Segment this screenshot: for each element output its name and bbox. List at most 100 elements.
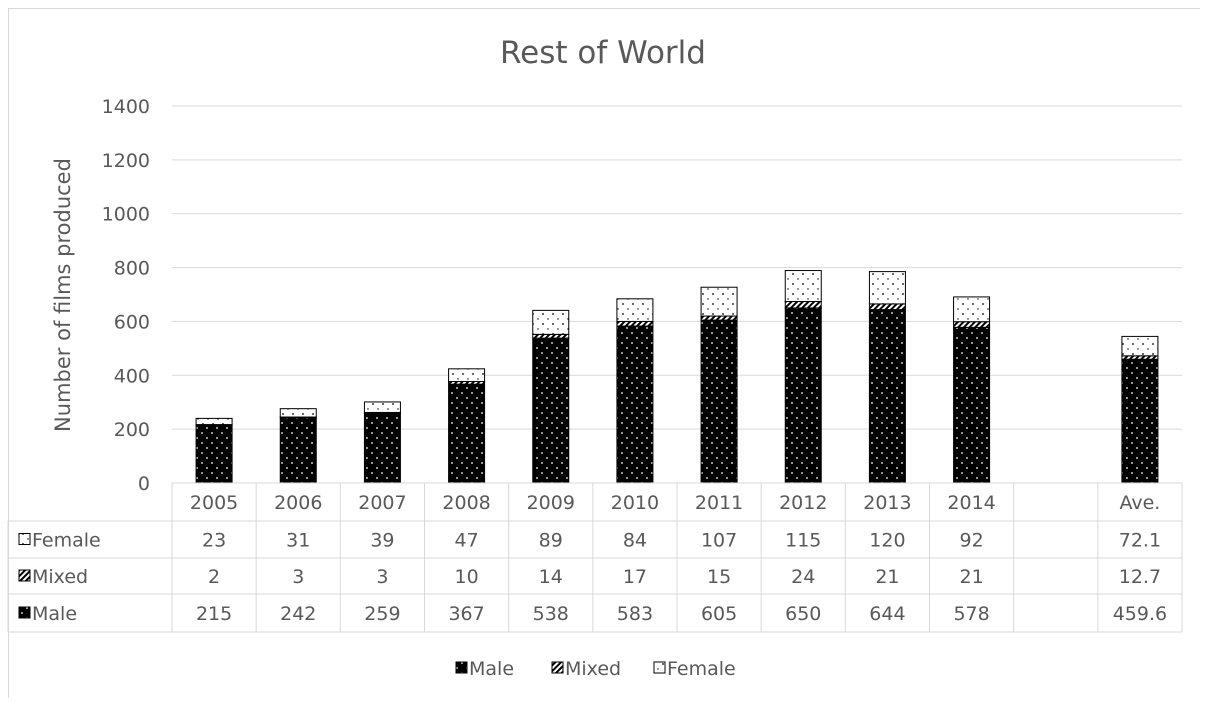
x-tick-label: 2014 (947, 492, 995, 514)
y-tick-label: 200 (114, 419, 150, 441)
y-tick-label: 1000 (102, 204, 150, 226)
legend-key-swatch (18, 569, 31, 582)
data-label: 107 (701, 530, 737, 552)
data-label: 84 (623, 530, 647, 552)
bar-segment-female (953, 296, 991, 323)
bar-segment-mixed (784, 301, 822, 309)
data-label: 242 (280, 603, 316, 625)
data-label: 215 (196, 603, 232, 625)
bar-segment-male (700, 319, 738, 484)
data-label: 23 (202, 530, 226, 552)
table-row-label: Male (32, 603, 77, 625)
x-tick-label: 2013 (863, 492, 911, 514)
bar-segment-mixed (953, 321, 991, 328)
data-label: 21 (875, 566, 899, 588)
data-label: 578 (953, 603, 989, 625)
data-label: 367 (448, 603, 484, 625)
data-label: 115 (785, 530, 821, 552)
legend-label: Mixed (565, 658, 621, 680)
data-label: 459.6 (1113, 603, 1167, 625)
data-label: 92 (959, 530, 983, 552)
data-label: 3 (292, 566, 304, 588)
legend-key-swatch (18, 606, 31, 619)
data-label: 3 (376, 566, 388, 588)
data-label: 39 (370, 530, 394, 552)
bar-segment-mixed (868, 303, 906, 311)
data-label: 120 (869, 530, 905, 552)
bar-segment-female (279, 408, 317, 418)
legend-swatch (653, 661, 666, 674)
data-label: 47 (454, 530, 478, 552)
y-tick-label: 600 (114, 311, 150, 333)
chart-title: Rest of World (500, 35, 706, 71)
bar-segment-male (616, 325, 654, 484)
data-label: 644 (869, 603, 905, 625)
bar-segment-female (1121, 335, 1159, 357)
bar-segment-mixed (1121, 355, 1159, 360)
table-row-label: Female (32, 530, 101, 552)
data-table: 2005 2006 2007 2008 2009 2010 2011 2012 2013 2014… (7, 482, 1183, 633)
y-tick-label: 400 (114, 365, 150, 387)
y-tick-label: 1200 (102, 150, 150, 172)
bar-segment-male (363, 412, 401, 484)
bar-segment-mixed (532, 333, 570, 339)
data-label: 538 (533, 603, 569, 625)
bar-segment-female (868, 271, 906, 305)
y-axis-label: Number of films produced (51, 158, 75, 432)
data-label: 2 (208, 566, 220, 588)
bar-segment-female (700, 286, 738, 317)
data-label: 24 (791, 566, 815, 588)
x-tick-label: 2006 (274, 492, 322, 514)
bar-segment-female (448, 368, 486, 382)
bar-segment-female (363, 401, 401, 413)
x-tick-label: 2008 (442, 492, 490, 514)
bar-segment-male (784, 307, 822, 484)
data-label: 605 (701, 603, 737, 625)
data-label: 259 (364, 603, 400, 625)
data-label: 72.1 (1119, 530, 1161, 552)
x-tick-label: 2009 (527, 492, 575, 514)
data-label: 12.7 (1119, 566, 1161, 588)
data-label: 583 (617, 603, 653, 625)
bar-segment-male (195, 424, 233, 484)
table-row-label: Mixed (32, 566, 88, 588)
bar-segment-male (279, 417, 317, 484)
data-label: 15 (707, 566, 731, 588)
x-tick-label: 2007 (358, 492, 406, 514)
data-label: 31 (286, 530, 310, 552)
legend-label: Female (667, 658, 736, 680)
bar-segment-male (448, 383, 486, 484)
data-label: 21 (959, 566, 983, 588)
bar-segment-male (532, 337, 570, 484)
data-label: 17 (623, 566, 647, 588)
legend: Male Mixed Female (455, 658, 736, 680)
data-label: 10 (454, 566, 478, 588)
data-label: 14 (539, 566, 563, 588)
bar-segment-mixed (700, 315, 738, 321)
bar-segment-female (532, 309, 570, 335)
bar-segment-female (195, 417, 233, 426)
x-tick-label: 2011 (695, 492, 743, 514)
chart-frame (8, 8, 1200, 698)
bar-segment-female (784, 270, 822, 303)
data-label: 650 (785, 603, 821, 625)
bars (195, 270, 1159, 484)
bar-segment-female (616, 298, 654, 322)
y-tick-labels: 0 200 400 600 800 1000 1200 1400 (102, 96, 150, 495)
legend-key-swatch (18, 533, 31, 545)
legend-swatch (455, 661, 468, 674)
bar-segment-male (953, 326, 991, 484)
y-tick-label: 1400 (102, 96, 150, 118)
x-tick-label: 2005 (190, 492, 238, 514)
legend-label: Male (469, 658, 514, 680)
y-tick-label: 800 (114, 258, 150, 280)
bar-segment-male (868, 309, 906, 484)
bar-segment-mixed (616, 320, 654, 327)
bar-segment-male (1121, 358, 1159, 484)
legend-swatch (551, 661, 564, 674)
x-tick-label: 2010 (611, 492, 659, 514)
gridlines (172, 105, 1182, 484)
x-tick-label: 2012 (779, 492, 827, 514)
x-tick-label: Ave. (1119, 492, 1160, 514)
